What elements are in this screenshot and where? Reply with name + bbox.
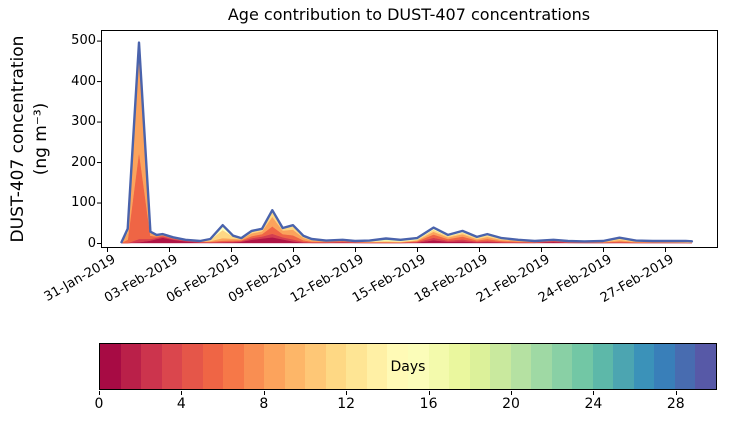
colorbar — [99, 343, 717, 390]
colorbar-bin — [511, 344, 532, 389]
area-layer-age-4-7-days — [122, 152, 692, 243]
colorbar-bin — [531, 344, 552, 389]
colorbar-bin — [429, 344, 450, 389]
figure: Age contribution to DUST-407 concentrati… — [0, 0, 730, 425]
area-layer-age-21-25-days — [122, 43, 692, 243]
colorbar-bin — [490, 344, 511, 389]
colorbar-bin — [593, 344, 614, 389]
colorbar-bin — [552, 344, 573, 389]
colorbar-bin — [654, 344, 675, 389]
colorbar-bin — [675, 344, 696, 389]
area-layer-age-17-21-days — [122, 43, 692, 242]
colorbar-bin — [326, 344, 347, 389]
colorbar-bin — [695, 344, 716, 389]
colorbar-bin — [449, 344, 470, 389]
colorbar-bin — [613, 344, 634, 389]
area-layer-age-10-13-days — [122, 45, 692, 243]
plot-frame — [102, 31, 718, 248]
colorbar-bin — [387, 344, 408, 389]
colorbar-bin — [162, 344, 183, 389]
colorbar-bin — [470, 344, 491, 389]
colorbar-bin — [223, 344, 244, 389]
colorbar-bin — [634, 344, 655, 389]
colorbar-bin — [264, 344, 285, 389]
colorbar-bin — [182, 344, 203, 389]
area-layer-age-25-28-days — [122, 43, 692, 243]
colorbar-bin — [203, 344, 224, 389]
area-layer-age-7-10-days — [122, 53, 692, 243]
colorbar-bin — [100, 344, 121, 389]
colorbar-bin — [141, 344, 162, 389]
total-line — [122, 43, 692, 243]
area-layer-age-13-17-days — [122, 43, 692, 242]
colorbar-bin — [244, 344, 265, 389]
colorbar-bin — [305, 344, 326, 389]
colorbar-bin — [572, 344, 593, 389]
colorbar-bin — [285, 344, 306, 389]
colorbar-bin — [346, 344, 367, 389]
colorbar-bin — [408, 344, 429, 389]
colorbar-bin — [121, 344, 142, 389]
colorbar-bin — [367, 344, 388, 389]
